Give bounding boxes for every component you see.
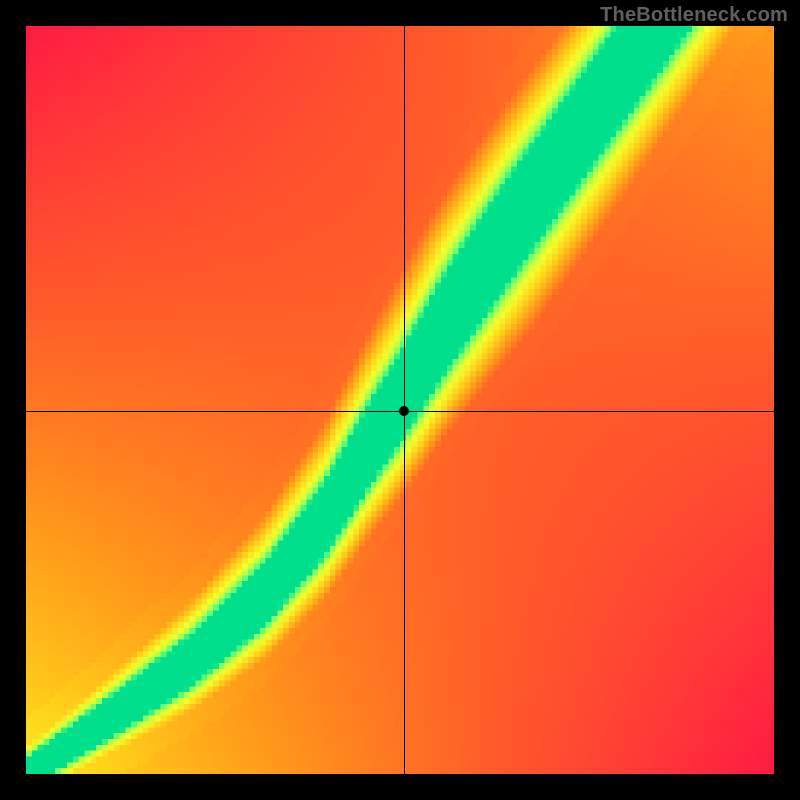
crosshair-data-point [399,406,409,416]
chart-frame: TheBottleneck.com [0,0,800,800]
watermark-text: TheBottleneck.com [600,4,788,27]
crosshair-vertical [404,26,405,774]
heatmap-plot [26,26,774,774]
heatmap-canvas [26,26,774,774]
